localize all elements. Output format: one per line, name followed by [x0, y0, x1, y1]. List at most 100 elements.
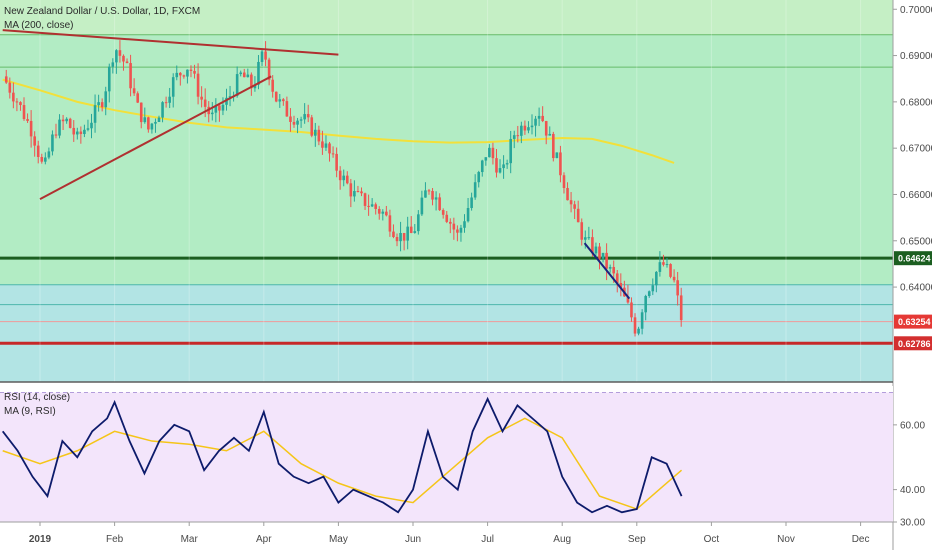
candle-body-146	[523, 125, 527, 131]
candle-body-62	[225, 97, 228, 105]
candle-body-4	[19, 102, 22, 106]
candle-body-179	[640, 312, 644, 329]
candle-body-70	[253, 84, 257, 89]
candle-body-130	[466, 208, 470, 222]
candle-body-181	[647, 291, 651, 296]
candle-body-77	[278, 99, 282, 102]
candle-body-105	[377, 208, 381, 214]
candle-body-55	[200, 96, 203, 100]
candle-body-148	[530, 125, 534, 128]
candle-body-138	[495, 158, 498, 173]
candle-body-169	[605, 252, 608, 269]
candle-body-154	[552, 133, 555, 159]
candle-body-25	[93, 105, 97, 123]
x-tick-label-1: Feb	[106, 534, 124, 545]
candle-body-86	[310, 117, 314, 136]
candle-body-172	[615, 273, 619, 283]
candle-body-87	[314, 129, 317, 136]
candle-body-94	[338, 170, 342, 181]
candle-body-118	[424, 190, 427, 198]
candle-body-16	[61, 119, 65, 122]
candle-body-184	[658, 262, 662, 272]
candle-body-43	[157, 117, 161, 122]
candle-body-38	[139, 102, 143, 123]
moving-average-line	[2, 78, 675, 164]
candle-body-163	[583, 237, 587, 240]
candle-body-27	[100, 102, 104, 108]
candle-body-108	[388, 215, 392, 232]
candle-body-89	[321, 141, 324, 148]
candle-body-71	[257, 61, 260, 85]
candle-body-116	[417, 214, 420, 232]
candle-body-99	[356, 191, 360, 193]
x-tick-label-5: Jun	[405, 534, 421, 545]
candle-body-150	[537, 115, 541, 119]
candle-body-100	[360, 191, 363, 194]
candle-body-119	[427, 190, 431, 192]
candle-body-178	[637, 328, 640, 334]
candle-body-135	[484, 157, 488, 161]
candle-body-8	[33, 136, 36, 146]
candle-body-17	[65, 118, 68, 122]
candle-body-49	[179, 72, 182, 76]
rsi-ma-line	[2, 417, 683, 510]
candle-body-137	[491, 147, 495, 159]
candle-body-67	[242, 72, 246, 78]
rsi-tick-label-0: 60.00	[900, 420, 925, 431]
candle-body-41	[150, 123, 154, 130]
candle-body-9	[36, 145, 40, 157]
candle-body-85	[306, 114, 310, 118]
candle-body-78	[282, 99, 285, 102]
candle-body-125	[449, 221, 452, 224]
candle-body-88	[317, 129, 321, 142]
candle-body-59	[214, 105, 218, 113]
candle-body-44	[161, 102, 164, 118]
price-tag-bg-0	[894, 251, 932, 266]
candle-body-113	[406, 226, 409, 241]
candle-body-45	[164, 102, 168, 104]
candle-body-152	[544, 121, 548, 136]
candle-body-149	[534, 118, 537, 126]
candle-body-133	[477, 172, 481, 183]
candle-body-151	[541, 115, 544, 122]
candle-body-7	[29, 120, 33, 137]
candle-body-63	[228, 96, 232, 98]
candle-body-79	[285, 101, 289, 117]
trendline-1	[39, 75, 272, 200]
x-tick-label-3: Apr	[256, 534, 272, 545]
candle-body-110	[395, 237, 399, 242]
candle-body-114	[409, 226, 413, 233]
rsi-ma-legend: MA (9, RSI)	[4, 406, 56, 417]
candle-body-162	[580, 222, 584, 240]
candle-body-33	[122, 55, 125, 62]
candle-body-107	[385, 211, 388, 216]
candle-body-182	[651, 285, 655, 292]
price-zone-2	[0, 284, 893, 382]
candle-body-18	[68, 118, 72, 128]
x-tick-label-8: Sep	[628, 534, 646, 545]
candle-body-159	[569, 200, 573, 205]
candle-body-2	[12, 92, 15, 102]
candle-body-132	[473, 182, 477, 198]
x-tick-label-9: Oct	[704, 534, 720, 545]
candle-body-14	[54, 134, 58, 136]
candle-body-96	[345, 175, 349, 184]
candle-body-187	[669, 264, 672, 277]
candle-body-32	[118, 50, 122, 56]
candle-body-54	[196, 73, 200, 97]
candle-body-168	[601, 252, 605, 259]
candle-body-124	[445, 214, 449, 222]
candle-body-112	[402, 232, 406, 241]
trendline-2	[583, 242, 631, 300]
candle-body-145	[520, 125, 523, 136]
candle-body-155	[555, 152, 559, 159]
candle-body-51	[186, 69, 189, 77]
candle-body-65	[235, 74, 239, 96]
candle-body-61	[221, 104, 225, 111]
candle-body-13	[51, 134, 54, 152]
x-tick-label-6: Jul	[481, 534, 494, 545]
candle-body-48	[175, 72, 179, 78]
